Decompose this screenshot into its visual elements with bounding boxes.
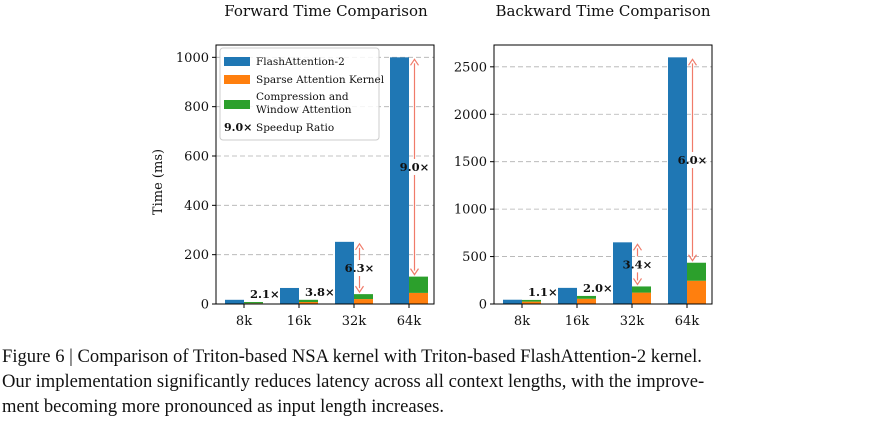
bar-sparse-attention	[577, 298, 596, 304]
y-tick-label: 600	[184, 150, 209, 165]
speedup-arrowhead-up	[355, 242, 364, 251]
bar-flashattention	[225, 299, 244, 304]
bar-flashattention	[558, 287, 577, 304]
legend-swatch-sparse	[224, 75, 250, 84]
legend-label-window-2: Window Attention	[256, 104, 352, 116]
legend-label-sparse: Sparse Attention Kernel	[256, 74, 385, 86]
plot-frame	[493, 44, 713, 305]
y-tick-label: 1000	[176, 51, 209, 66]
forward-chart: Forward Time Comparison Time (ms) 2.1× 3.…	[151, 2, 435, 329]
y-tick-label: 500	[462, 250, 487, 265]
legend-label-speedup: Speedup Ratio	[256, 122, 334, 134]
chart-title: Backward Time Comparison	[495, 2, 710, 20]
bar-compression-window	[244, 302, 263, 304]
bar-flashattention	[503, 299, 522, 304]
caption-line-1: Figure 6 | Comparison of Triton-based NS…	[2, 346, 702, 367]
bar-flashattention	[335, 241, 354, 304]
speedup-arrowhead-down	[355, 285, 364, 294]
y-tick-label: 800	[184, 100, 209, 115]
y-tick-label: 0	[201, 298, 209, 313]
bar-compression-window	[522, 299, 541, 302]
y-tick-label: 0	[479, 298, 487, 313]
x-tick-label: 8k	[236, 314, 252, 329]
speedup-label: 2.1×	[250, 287, 280, 301]
x-tick-label: 64k	[675, 314, 700, 329]
speedup-label: 2.0×	[583, 281, 613, 295]
figure-caption: Figure 6 | Comparison of Triton-based NS…	[2, 344, 870, 419]
speedup-label: 6.3×	[345, 261, 375, 275]
bar-compression-window	[299, 299, 318, 303]
bar-sparse-attention	[522, 301, 541, 304]
y-tick-label: 400	[184, 199, 209, 214]
speedup-arrowhead-up	[633, 243, 642, 251]
bar-sparse-attention	[299, 302, 318, 304]
plot-frame	[215, 44, 435, 305]
caption-line-3: ment becoming more pronounced as input l…	[2, 396, 444, 417]
y-axis-label: Time (ms)	[151, 149, 166, 215]
speedup-arrowhead-down	[633, 278, 642, 286]
bar-sparse-attention	[354, 299, 373, 304]
bar-sparse-attention	[632, 292, 651, 304]
bar-compression-window	[577, 295, 596, 299]
y-tick-label: 1500	[454, 155, 487, 170]
speedup-arrowhead-down	[688, 254, 697, 262]
speedup-arrowhead-up	[410, 58, 419, 66]
bar-compression-window	[632, 286, 651, 293]
legend-box	[219, 47, 380, 141]
bar-sparse-attention	[687, 280, 706, 304]
speedup-arrowhead-down	[410, 268, 419, 276]
chart-title: Forward Time Comparison	[224, 2, 428, 20]
legend-swatch-window	[224, 100, 250, 109]
speedup-label: 6.0×	[678, 153, 708, 167]
bar-flashattention	[668, 57, 687, 305]
y-tick-label: 1000	[454, 203, 487, 218]
bar-sparse-attention	[409, 292, 428, 304]
speedup-label: 3.4×	[623, 257, 653, 271]
speedup-arrowhead-up	[688, 58, 697, 66]
legend-label-flash: FlashAttention-2	[256, 56, 345, 68]
caption-line-2: Our implementation significantly reduces…	[2, 371, 705, 392]
bar-compression-window	[687, 262, 706, 281]
bar-compression-window	[409, 276, 428, 293]
x-tick-label: 32k	[342, 314, 367, 329]
legend: FlashAttention-2 Sparse Attention Kernel…	[219, 47, 385, 141]
backward-chart: Backward Time Comparison 1.1× 2.0× 3.4× 6.0…	[454, 2, 713, 329]
y-tick-label: 2000	[454, 108, 487, 123]
x-tick-label: 16k	[565, 314, 590, 329]
bar-compression-window	[354, 294, 373, 300]
y-tick-label: 2500	[454, 60, 487, 75]
x-tick-label: 32k	[620, 314, 645, 329]
speedup-label: 3.8×	[305, 285, 335, 299]
speedup-label: 1.1×	[528, 285, 558, 299]
x-tick-label: 64k	[397, 314, 422, 329]
y-tick-label: 200	[184, 248, 209, 263]
legend-speedup-marker: 9.0×	[224, 121, 252, 134]
legend-swatch-flash	[224, 57, 250, 66]
bar-flashattention	[613, 242, 632, 304]
x-tick-label: 8k	[514, 314, 530, 329]
bar-flashattention	[390, 57, 409, 305]
bar-flashattention	[280, 287, 299, 304]
speedup-label: 9.0×	[400, 160, 430, 174]
legend-label-window-1: Compression and	[256, 91, 349, 103]
x-tick-label: 16k	[287, 314, 312, 329]
